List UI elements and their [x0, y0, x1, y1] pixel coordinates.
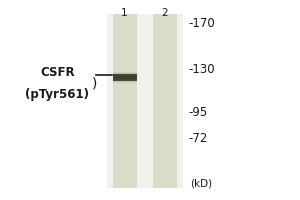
- Text: 2: 2: [162, 8, 168, 18]
- Bar: [113, 74, 136, 75]
- Text: (kD): (kD): [190, 178, 212, 188]
- Bar: [113, 14, 136, 188]
- Bar: [113, 82, 136, 83]
- Bar: [113, 72, 136, 73]
- Bar: [113, 78, 136, 79]
- Text: CSFR: CSFR: [40, 66, 75, 79]
- Text: -72: -72: [189, 132, 208, 145]
- Bar: [113, 74, 136, 81]
- Bar: [113, 80, 136, 81]
- Text: (pTyr561): (pTyr561): [26, 88, 89, 101]
- Text: -170: -170: [189, 17, 216, 30]
- Text: -95: -95: [189, 106, 208, 119]
- Bar: [113, 79, 136, 80]
- Text: 1: 1: [121, 8, 128, 18]
- Bar: [113, 77, 136, 78]
- Bar: [153, 14, 177, 188]
- Bar: [113, 76, 136, 77]
- Bar: [113, 73, 136, 74]
- Bar: [113, 75, 136, 76]
- Bar: [113, 81, 136, 82]
- Text: ): ): [92, 76, 98, 90]
- Text: -130: -130: [189, 63, 215, 76]
- Bar: [107, 14, 183, 188]
